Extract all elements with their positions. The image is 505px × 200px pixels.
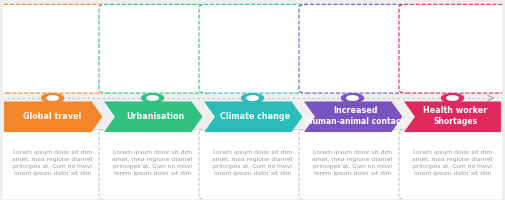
Circle shape (41, 94, 64, 102)
FancyBboxPatch shape (299, 4, 406, 93)
Text: Lorem ipsum dolor sit dim
amet, mea regione diamet
principes at. Cum no movi
lor: Lorem ipsum dolor sit dim amet, mea regi… (112, 150, 193, 176)
Circle shape (341, 94, 364, 102)
Circle shape (247, 96, 258, 100)
Circle shape (141, 94, 164, 102)
FancyBboxPatch shape (399, 130, 505, 200)
FancyBboxPatch shape (99, 130, 206, 200)
Circle shape (147, 96, 158, 100)
Polygon shape (304, 101, 402, 132)
Circle shape (47, 96, 58, 100)
Text: Shortages: Shortages (433, 117, 477, 126)
Polygon shape (404, 101, 501, 132)
FancyBboxPatch shape (0, 4, 106, 93)
Polygon shape (204, 101, 302, 132)
FancyBboxPatch shape (99, 4, 206, 93)
Text: Urbanisation: Urbanisation (126, 112, 184, 121)
Polygon shape (4, 101, 103, 132)
Polygon shape (104, 101, 203, 132)
Circle shape (347, 96, 358, 100)
Circle shape (241, 94, 264, 102)
Text: Human-animal contact: Human-animal contact (306, 117, 405, 126)
FancyBboxPatch shape (399, 4, 505, 93)
Circle shape (447, 96, 458, 100)
Text: Lorem ipsum dolor sit dim
amet, mea regione diamet
principes at. Cum no movi
lor: Lorem ipsum dolor sit dim amet, mea regi… (412, 150, 493, 176)
FancyBboxPatch shape (199, 4, 306, 93)
Text: Increased: Increased (333, 106, 377, 115)
Text: Global travel: Global travel (23, 112, 82, 121)
Text: Health worker: Health worker (423, 106, 487, 115)
Text: Climate change: Climate change (220, 112, 290, 121)
FancyBboxPatch shape (199, 130, 306, 200)
Circle shape (441, 94, 464, 102)
FancyBboxPatch shape (0, 130, 106, 200)
Text: Lorem ipsum dolor sit dim
amet, mea regione diamet
principes at. Cum no movi
lor: Lorem ipsum dolor sit dim amet, mea regi… (312, 150, 393, 176)
Text: Lorem ipsum dolor sit dim
amet, mea regione diamet
principes at. Cum no movi
lor: Lorem ipsum dolor sit dim amet, mea regi… (212, 150, 293, 176)
FancyBboxPatch shape (299, 130, 406, 200)
Text: Lorem ipsum dolor sit dim
amet, mea regione diamet
principes at. Cum no movi
lor: Lorem ipsum dolor sit dim amet, mea regi… (12, 150, 93, 176)
